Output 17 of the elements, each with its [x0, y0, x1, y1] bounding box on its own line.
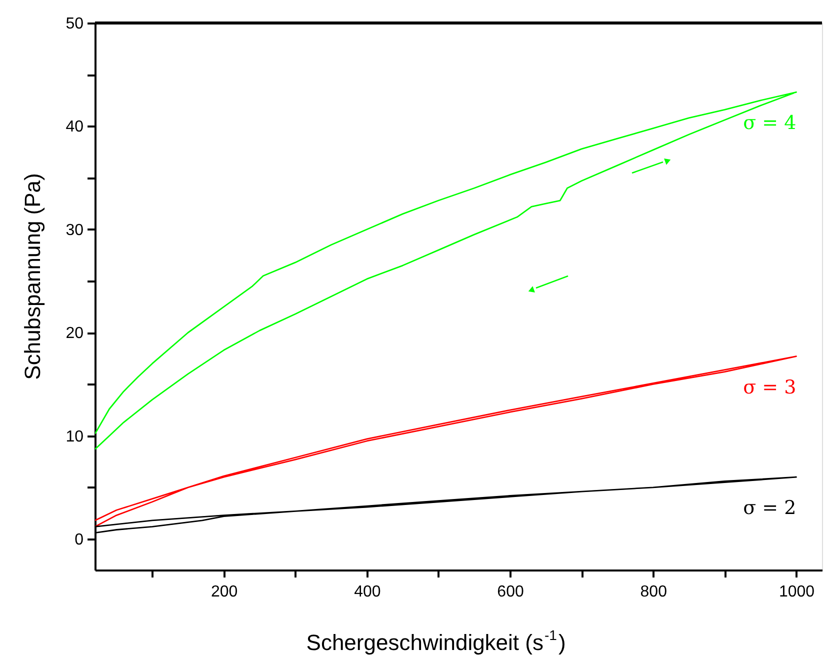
- x-tick-label: 400: [354, 584, 381, 600]
- line-series: [95, 91, 797, 450]
- y-tick-label: 30: [66, 222, 84, 239]
- y-axis-title: Schubspannung (Pa): [20, 173, 45, 380]
- series-label: σ = 4: [743, 112, 796, 134]
- x-tick-label: 1000: [778, 584, 815, 600]
- y-tick-label: 10: [66, 428, 84, 446]
- x-tick-label: 600: [497, 584, 524, 600]
- y-tick-label: 0: [74, 532, 84, 549]
- x-tick-label: 200: [210, 584, 238, 600]
- y-tick-label: 20: [66, 325, 84, 342]
- x-tick-label: 800: [640, 584, 668, 600]
- y-tick-label: 50: [66, 16, 84, 32]
- series-label: σ = 3: [743, 376, 796, 398]
- series-label: σ = 2: [743, 497, 796, 520]
- line-series: [95, 356, 797, 528]
- y-tick-label: 40: [66, 118, 84, 136]
